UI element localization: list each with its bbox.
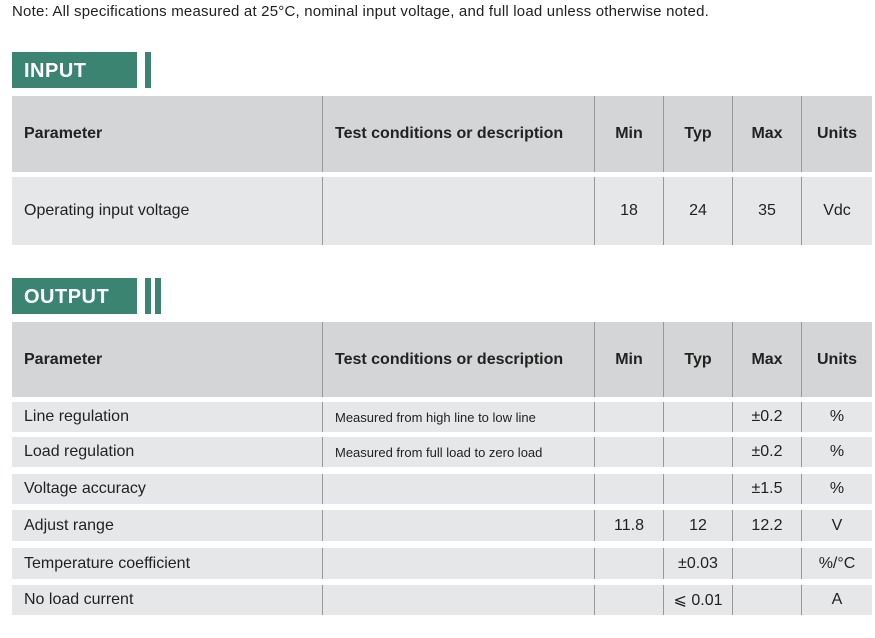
table-cell [594,474,663,504]
table-cell: ±0.2 [732,437,801,467]
decorative-bar [145,278,151,314]
table-cell: Temperature coefficient [24,554,191,572]
table-cell: Measured from full load to zero load [322,437,594,467]
table-cell [732,585,801,615]
table-cell: ±1.5 [732,474,801,504]
note-text: Note: All specifications measured at 25°… [12,3,709,20]
column-header: Parameter [24,350,103,368]
table-cell: Operating input voltage [24,202,190,219]
column-header: Min [594,322,663,397]
input-header-row: Parameter Test conditions or description M… [12,96,872,172]
table-cell: Measured from high line to low line [322,402,594,432]
table-cell: 18 [594,177,663,245]
table-cell: %/°C [801,548,872,579]
column-header: Test conditions or description [322,322,594,397]
table-cell: ⩽ 0.01 [663,585,732,615]
table-cell: % [801,474,872,504]
table-cell [594,402,663,432]
table-cell [322,474,594,504]
table-cell: Vdc [801,177,872,245]
table-cell: 12 [663,510,732,541]
table-cell [663,474,732,504]
output-section-title: OUTPUT [12,278,137,314]
table-cell [594,437,663,467]
table-cell: Load regulation [24,443,135,460]
table-cell: % [801,437,872,467]
table-cell [594,585,663,615]
table-cell: 35 [732,177,801,245]
input-section-title: INPUT [12,52,137,88]
table-cell [322,548,594,579]
table-cell: Line regulation [24,408,129,425]
table-cell: % [801,402,872,432]
column-header: Min [594,96,663,172]
table-row: Operating input voltage 18 24 35 Vdc [12,177,872,245]
table-row: Temperature coefficient ±0.03 %/°C [12,548,872,579]
column-header: Typ [663,96,732,172]
table-row: Adjust range 11.8 12 12.2 V [12,510,872,541]
table-cell: No load current [24,591,134,608]
column-header: Max [732,96,801,172]
table-cell: 12.2 [732,510,801,541]
table-cell [594,548,663,579]
output-header-row: Parameter Test conditions or description M… [12,322,872,397]
column-header: Typ [663,322,732,397]
table-cell: Voltage accuracy [24,480,146,497]
column-header: Test conditions or description [322,96,594,172]
table-cell [732,548,801,579]
column-header: Units [801,322,872,397]
table-cell: A [801,585,872,615]
decorative-bar [145,52,151,88]
decorative-bar [155,278,161,314]
table-cell: ±0.03 [663,548,732,579]
table-cell: Adjust range [24,516,114,534]
column-header: Units [801,96,872,172]
table-row: Voltage accuracy ±1.5% [12,474,872,504]
table-cell: 24 [663,177,732,245]
column-header: Parameter [24,125,103,142]
table-cell [322,510,594,541]
table-cell [663,402,732,432]
table-row: Line regulation Measured from high line t… [12,402,872,432]
table-cell: 11.8 [594,510,663,541]
column-header: Max [732,322,801,397]
table-cell: V [801,510,872,541]
table-cell [322,177,594,245]
table-cell [322,585,594,615]
table-cell [663,437,732,467]
table-row: Load regulation Measured from full load t… [12,437,872,467]
table-row: No load current ⩽ 0.01 A [12,585,872,615]
table-cell: ±0.2 [732,402,801,432]
